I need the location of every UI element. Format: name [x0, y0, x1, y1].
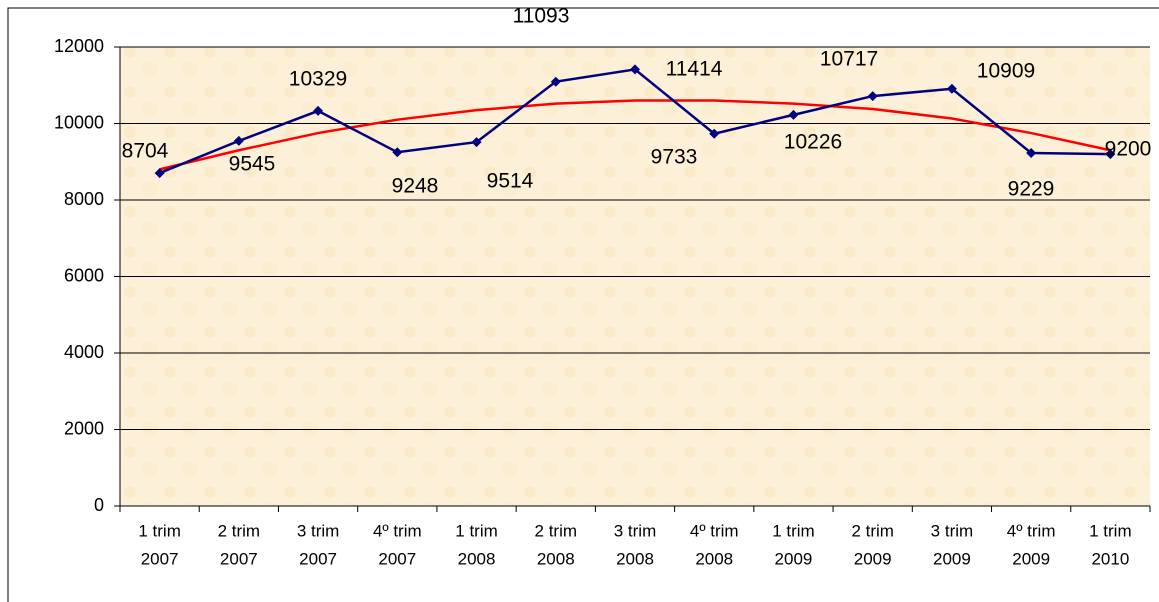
x-tick-label: 2008	[458, 549, 496, 568]
data-label: 10909	[977, 60, 1035, 83]
x-tick-label: 2 trim	[535, 521, 578, 540]
data-label: 9545	[229, 153, 276, 176]
x-tick-label: 2009	[775, 549, 813, 568]
y-tick-label: 2000	[64, 418, 104, 438]
data-label: 8704	[122, 140, 169, 163]
x-tick-label: 2009	[933, 549, 971, 568]
x-tick-label: 4º trim	[373, 521, 422, 540]
marker	[550, 76, 561, 87]
x-tick-label: 2009	[854, 549, 892, 568]
marker	[471, 137, 482, 148]
y-tick-label: 10000	[54, 112, 104, 132]
x-tick-label: 4º trim	[690, 521, 739, 540]
x-tick-label: 1 trim	[772, 521, 815, 540]
data-label: 11093	[513, 5, 570, 28]
data-label: 11414	[666, 58, 723, 81]
frame	[7, 7, 1159, 602]
y-tick-label: 12000	[54, 36, 104, 56]
x-tick-label: 2 trim	[218, 521, 261, 540]
marker	[709, 128, 720, 139]
x-tick-label: 2008	[616, 549, 654, 568]
marker	[946, 83, 957, 94]
data-label: 9229	[1008, 178, 1055, 201]
marker	[1105, 149, 1116, 160]
x-tick-label: 1 trim	[1089, 521, 1132, 540]
x-tick-label: 2007	[220, 549, 258, 568]
x-tick-label: 3 trim	[614, 521, 657, 540]
marker	[630, 64, 640, 75]
x-tick-label: 4º trim	[1007, 521, 1056, 540]
marker	[788, 109, 799, 120]
x-tick-label: 2009	[1012, 549, 1050, 568]
y-tick-label: 6000	[64, 265, 104, 285]
marker	[154, 168, 165, 179]
data-label: 10226	[784, 131, 842, 154]
x-tick-label: 2007	[378, 549, 416, 568]
x-tick-label: 2007	[141, 549, 179, 568]
y-tick-label: 0	[94, 495, 104, 515]
data-label: 9514	[487, 170, 534, 193]
y-tick-label: 4000	[64, 342, 104, 362]
data-label: 9248	[392, 175, 439, 198]
marker	[233, 135, 244, 146]
data-label: 9733	[651, 146, 698, 169]
data-label: 10329	[289, 68, 347, 91]
x-tick-label: 2007	[299, 549, 337, 568]
x-tick-label: 3 trim	[931, 521, 974, 540]
x-tick-label: 2008	[537, 549, 575, 568]
marker	[313, 105, 324, 116]
x-tick-label: 1 trim	[138, 521, 181, 540]
x-tick-label: 2 trim	[851, 521, 894, 540]
x-tick-label: 2010	[1091, 549, 1129, 568]
marker	[392, 147, 403, 158]
x-tick-label: 1 trim	[455, 521, 498, 540]
data-label: 10717	[820, 48, 878, 71]
x-tick-label: 3 trim	[297, 521, 340, 540]
y-tick-label: 8000	[64, 189, 104, 209]
series-line	[159, 99, 1111, 171]
marker	[867, 91, 878, 102]
marker	[1026, 147, 1037, 158]
x-tick-label: 2008	[695, 549, 733, 568]
data-label: 9200	[1105, 138, 1152, 161]
